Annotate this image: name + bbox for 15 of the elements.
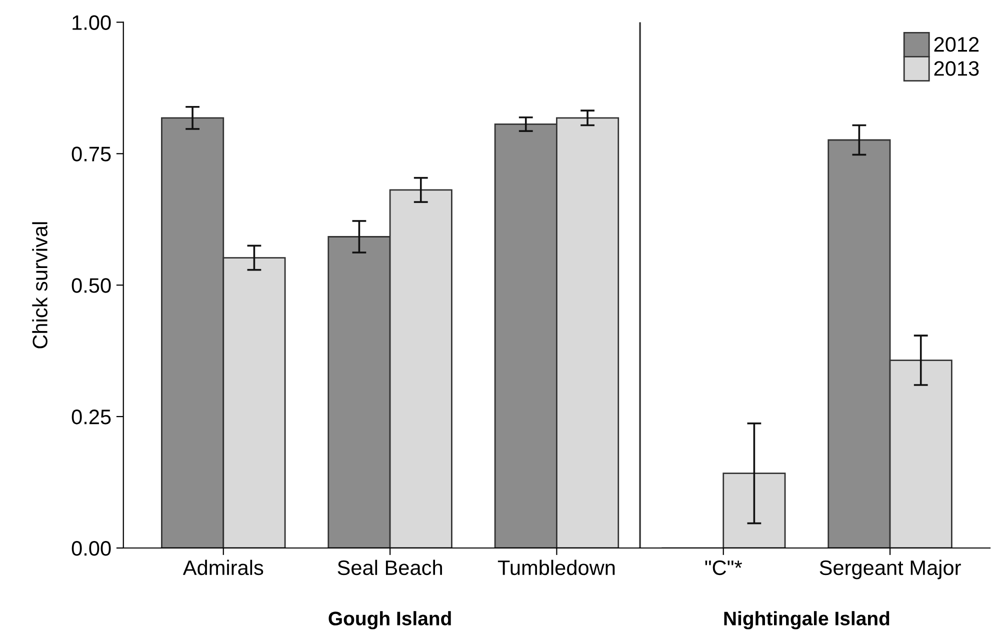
x-tick-label: Seal Beach	[338, 560, 442, 576]
x-tick-label: Admirals	[182, 560, 264, 576]
text: Nightingale Island	[724, 611, 890, 630]
y-tick-label: 0.00	[72, 541, 111, 556]
y-axis-title: Chick survival	[32, 222, 48, 348]
y-tick-label: 0.25	[72, 410, 111, 424]
x-tick-label: "C"*	[705, 560, 742, 576]
x-tick-label: Sergeant Major	[820, 560, 961, 580]
x-tick-label: Tumbledown	[498, 560, 615, 576]
text: Gough Island	[328, 611, 451, 630]
y-tick-label: 1.00	[72, 15, 111, 30]
y-tick-label: 0.75	[72, 146, 111, 162]
legend-label: 2012	[934, 37, 979, 52]
legend-label: 2013	[934, 61, 979, 76]
y-tick-label: 0.50	[72, 278, 111, 293]
